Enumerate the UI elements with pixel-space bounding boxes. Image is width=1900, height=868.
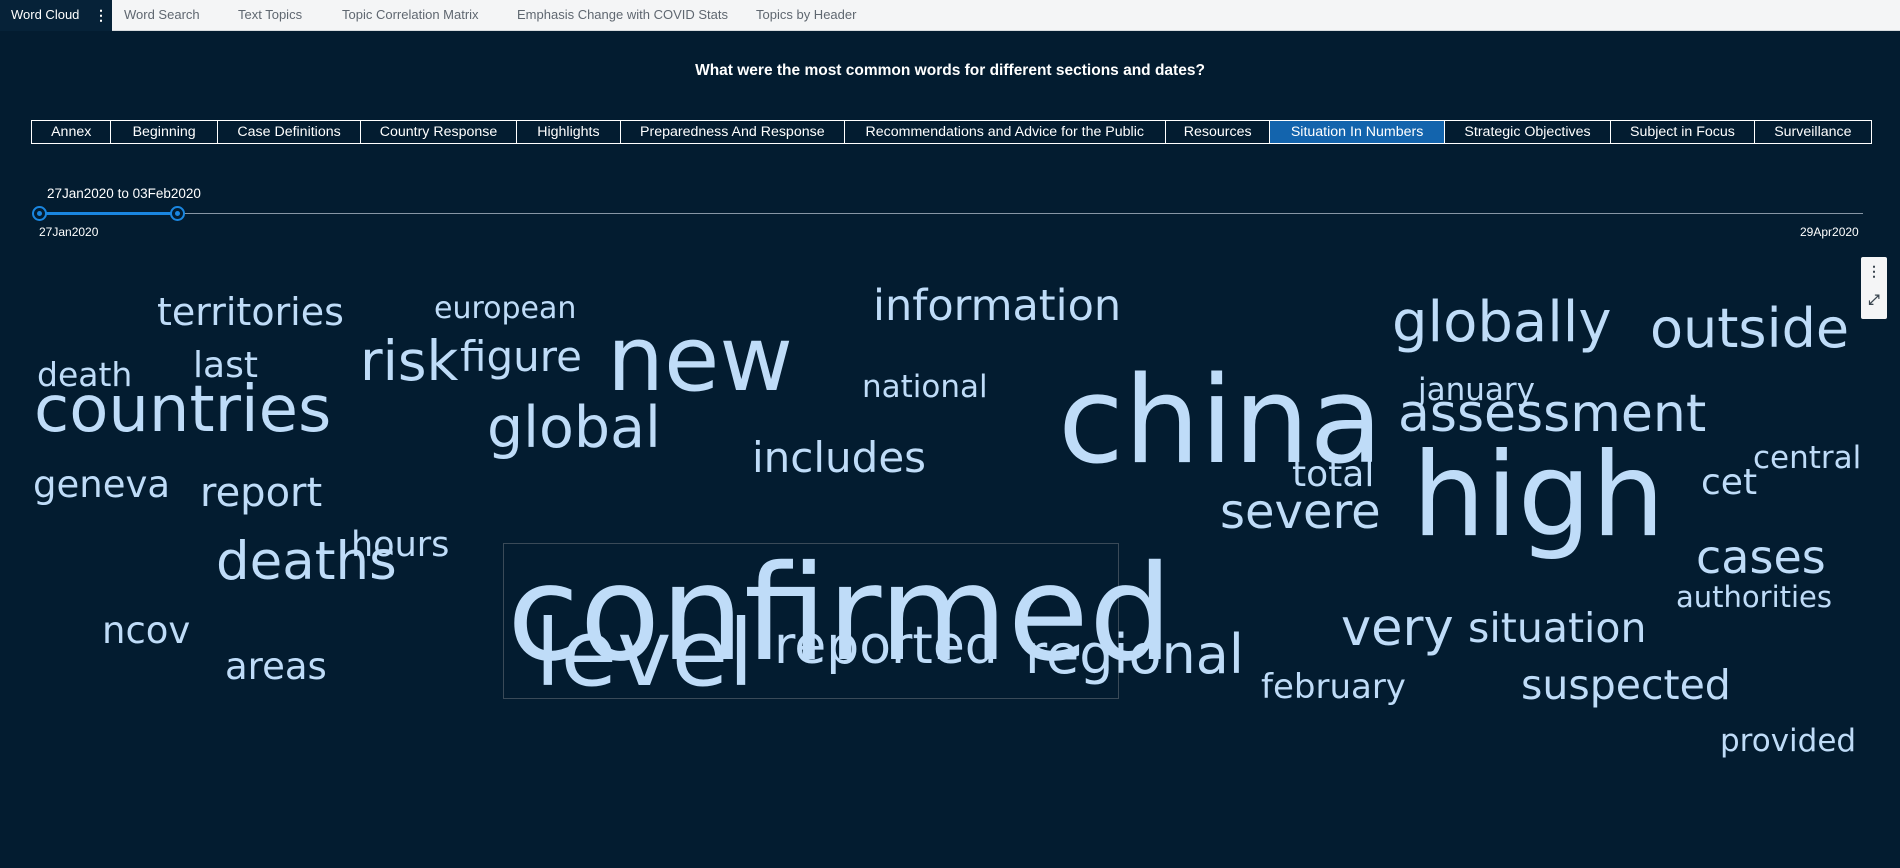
word-risk[interactable]: risk [360,329,459,393]
report-tab-bar: Word Cloud ⋮ Word Search Text Topics Top… [0,0,1900,31]
word-global[interactable]: global [487,395,661,461]
word-european[interactable]: european [434,291,577,326]
section-button-resources[interactable]: Resources [1166,121,1271,143]
tab-topics-by-header[interactable]: Topics by Header [756,7,857,22]
word-last[interactable]: last [193,345,258,386]
section-button-situation-in-numbers[interactable]: Situation In Numbers [1270,121,1445,143]
tab-topic-correlation-matrix[interactable]: Topic Correlation Matrix [342,7,479,22]
word-provided[interactable]: provided [1720,723,1857,759]
word-authorities[interactable]: authorities [1676,580,1833,614]
word-central[interactable]: central [1753,440,1862,476]
word-level[interactable]: level [535,600,754,707]
section-button-highlights[interactable]: Highlights [517,121,622,143]
word-reported[interactable]: reported [774,616,998,676]
word-deaths[interactable]: deaths [216,531,397,592]
word-report[interactable]: report [200,470,323,516]
tab-label: Word Cloud [11,7,80,22]
word-situation[interactable]: situation [1468,604,1647,652]
word-regional[interactable]: regional [1025,623,1244,686]
word-national[interactable]: national [862,369,988,405]
word-countries[interactable]: countries [34,373,332,447]
expand-arrows-icon[interactable]: ⤢ [1868,291,1880,307]
word-territories[interactable]: territories [157,290,344,334]
section-button-annex[interactable]: Annex [32,121,112,143]
tab-emphasis-change-covid[interactable]: Emphasis Change with COVID Stats [517,7,728,22]
object-toolbar: ⋮ ⤢ [1861,257,1887,319]
word-cloud: confirmed china high new level countries globa… [0,250,1900,868]
word-outside[interactable]: outside [1650,297,1850,360]
tab-word-search[interactable]: Word Search [124,7,200,22]
date-slider-start-handle[interactable] [32,206,47,221]
word-total[interactable]: total [1292,454,1375,495]
word-confirmed[interactable]: confirmed [507,537,1173,691]
date-slider-max-label: 29Apr2020 [1800,225,1859,239]
word-very[interactable]: very [1341,599,1454,658]
section-button-case-definitions[interactable]: Case Definitions [218,121,362,143]
word-figure[interactable]: figure [460,332,582,381]
word-january[interactable]: january [1418,372,1535,408]
section-button-strategic-objectives[interactable]: Strategic Objectives [1445,121,1612,143]
word-february[interactable]: february [1261,667,1406,707]
selected-word-outline [503,543,1119,699]
section-button-subject-in-focus[interactable]: Subject in Focus [1611,121,1755,143]
word-severe[interactable]: severe [1220,484,1381,540]
tab-text-topics[interactable]: Text Topics [238,7,303,22]
word-china[interactable]: china [1058,352,1383,491]
word-cases[interactable]: cases [1696,530,1826,584]
word-includes[interactable]: includes [752,433,927,482]
word-hours[interactable]: hours [351,525,450,565]
word-globally[interactable]: globally [1392,290,1612,355]
word-ncov[interactable]: ncov [102,609,191,652]
tab-word-cloud[interactable]: Word Cloud ⋮ [0,0,112,31]
vertical-ellipsis-icon[interactable]: ⋮ [94,7,108,23]
date-range-value: 27Jan2020 to 03Feb2020 [47,186,201,201]
section-button-surveillance[interactable]: Surveillance [1774,124,1852,140]
section-button-recommendations[interactable]: Recommendations and Advice for the Publi… [845,121,1166,143]
section-button-preparedness[interactable]: Preparedness And Response [621,121,845,143]
word-suspected[interactable]: suspected [1521,661,1731,709]
vertical-ellipsis-icon[interactable]: ⋮ [1867,263,1881,279]
word-assessment[interactable]: assessment [1398,384,1707,444]
date-slider-range [39,212,178,215]
page-title: What were the most common words for diff… [695,62,1205,79]
word-death[interactable]: death [37,355,133,394]
word-geneva[interactable]: geneva [33,463,171,506]
section-button-bar: Annex Beginning Case Definitions Country… [31,120,1872,144]
word-new[interactable]: new [607,307,794,412]
word-cet[interactable]: cet [1701,462,1758,503]
date-slider-end-handle[interactable] [170,206,185,221]
date-slider-min-label: 27Jan2020 [39,225,99,239]
section-button-beginning[interactable]: Beginning [111,121,218,143]
word-information[interactable]: information [873,281,1122,331]
section-button-country-response[interactable]: Country Response [361,121,517,143]
word-areas[interactable]: areas [225,645,327,688]
word-high[interactable]: high [1412,428,1665,563]
date-slider-track[interactable] [39,213,1863,214]
